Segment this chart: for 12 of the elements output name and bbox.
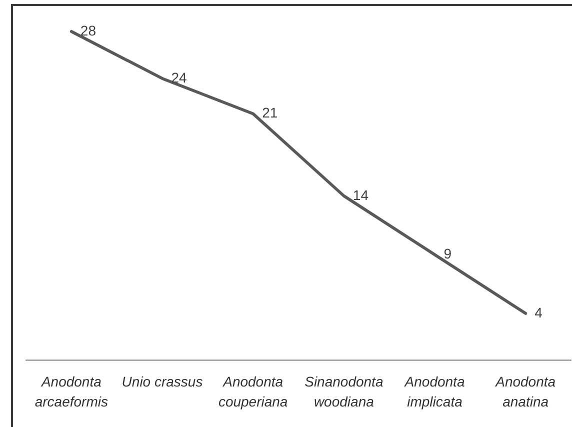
x-tick-label: Anodonta anatina xyxy=(494,373,556,410)
x-tick-label: Anodonta couperiana xyxy=(218,373,288,410)
data-label: 21 xyxy=(262,104,278,121)
x-tick-label: Unio crassus xyxy=(122,373,203,390)
x-tick-label: Anodonta implicata xyxy=(404,373,465,410)
data-label: 24 xyxy=(171,69,188,86)
x-tick-label: Sinanodonta woodiana xyxy=(304,373,384,410)
data-label: 28 xyxy=(80,22,96,38)
data-label: 4 xyxy=(534,304,543,320)
x-tick-label: Anodonta arcaeformis xyxy=(34,373,108,410)
data-label: 14 xyxy=(352,186,369,203)
data-label: 9 xyxy=(444,246,452,262)
